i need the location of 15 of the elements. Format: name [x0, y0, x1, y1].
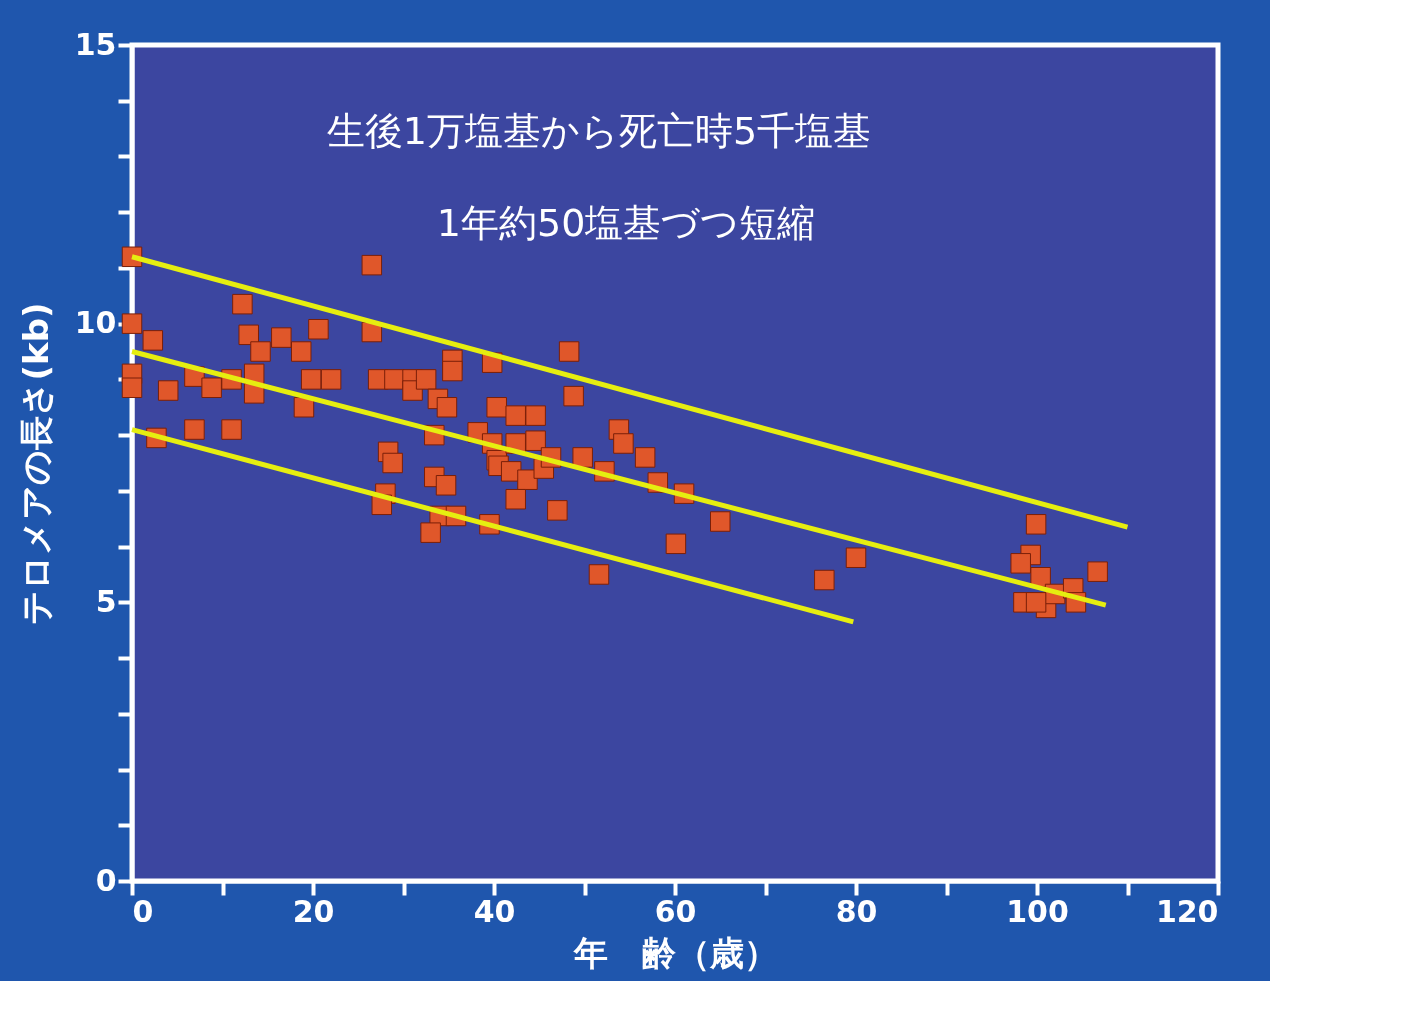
x-axis-title: 年 齢（歳） — [572, 932, 778, 973]
annotation: 生後1万塩基から死亡時5千塩基 — [326, 108, 872, 153]
x-tick-label: 20 — [292, 893, 335, 929]
y-tick-label: 0 — [95, 862, 117, 898]
y-tick-label: 10 — [74, 305, 117, 341]
x-tick-label: 0 — [132, 893, 154, 929]
x-tick-label: 40 — [473, 893, 516, 929]
y-axis-title: テロメアの長さ(kb) — [15, 302, 56, 625]
y-tick-label: 5 — [95, 583, 117, 619]
annotation: 1年約50塩基づつ短縮 — [436, 200, 816, 245]
x-tick-label: 80 — [835, 893, 878, 929]
x-tick-label: 120 — [1155, 893, 1219, 929]
y-tick-label: 15 — [74, 26, 117, 62]
x-tick-label: 60 — [654, 893, 697, 929]
x-tick-label: 100 — [1006, 893, 1069, 929]
